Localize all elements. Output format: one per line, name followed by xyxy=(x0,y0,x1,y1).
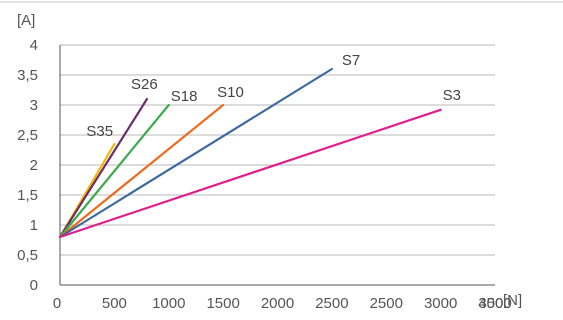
series-line-s26 xyxy=(58,97,149,239)
series-line-s10 xyxy=(58,103,225,239)
y-unit-label: [A] xyxy=(17,12,35,29)
tick-labels: 0 0,5 1 1,5 2 2,5 3 3,5 4 0 500 1000 1500 2000 2500 250… xyxy=(17,37,512,312)
x-tick-label: 3500 xyxy=(478,295,511,312)
x-tick-label: 3000 xyxy=(424,295,457,312)
x-tick-label: 1500 xyxy=(206,295,239,312)
y-tick-label: 2 xyxy=(30,157,38,174)
series-label-s7: S7 xyxy=(342,52,360,69)
y-tick-label: 1 xyxy=(30,217,38,234)
series-line-s3 xyxy=(58,108,442,239)
x-tick-label: 4000 xyxy=(478,295,511,312)
y-tick-label: 3,5 xyxy=(17,67,38,84)
series-label-s10: S10 xyxy=(217,84,244,101)
x-tick-label: 2500 xyxy=(370,295,403,312)
y-tick-label: 4 xyxy=(30,37,38,54)
x-tick-label: 2500 xyxy=(315,295,348,312)
series-line-s7 xyxy=(58,67,333,239)
series-line-s18 xyxy=(58,103,170,239)
x-tick-label: 1000 xyxy=(152,295,185,312)
x-tick-label: 2000 xyxy=(261,295,294,312)
x-tick-label: 0 xyxy=(53,295,61,312)
y-tick-label: 2,5 xyxy=(17,127,38,144)
grid-lines xyxy=(60,44,495,256)
axes xyxy=(59,45,495,286)
y-tick-label: 0 xyxy=(30,277,38,294)
series-label-s18: S18 xyxy=(171,88,198,105)
y-tick-label: 0,5 xyxy=(17,247,38,264)
series-lines: S35 S26 S18 S10 S7 S3 xyxy=(58,52,461,239)
x-tick-label: 500 xyxy=(102,295,127,312)
x-unit-label: [N] xyxy=(503,292,522,309)
y-tick-label: 1,5 xyxy=(17,187,38,204)
series-label-s26: S26 xyxy=(131,76,158,93)
series-label-s35: S35 xyxy=(86,123,113,140)
y-tick-label: 3 xyxy=(30,97,38,114)
series-label-s3: S3 xyxy=(443,87,461,104)
